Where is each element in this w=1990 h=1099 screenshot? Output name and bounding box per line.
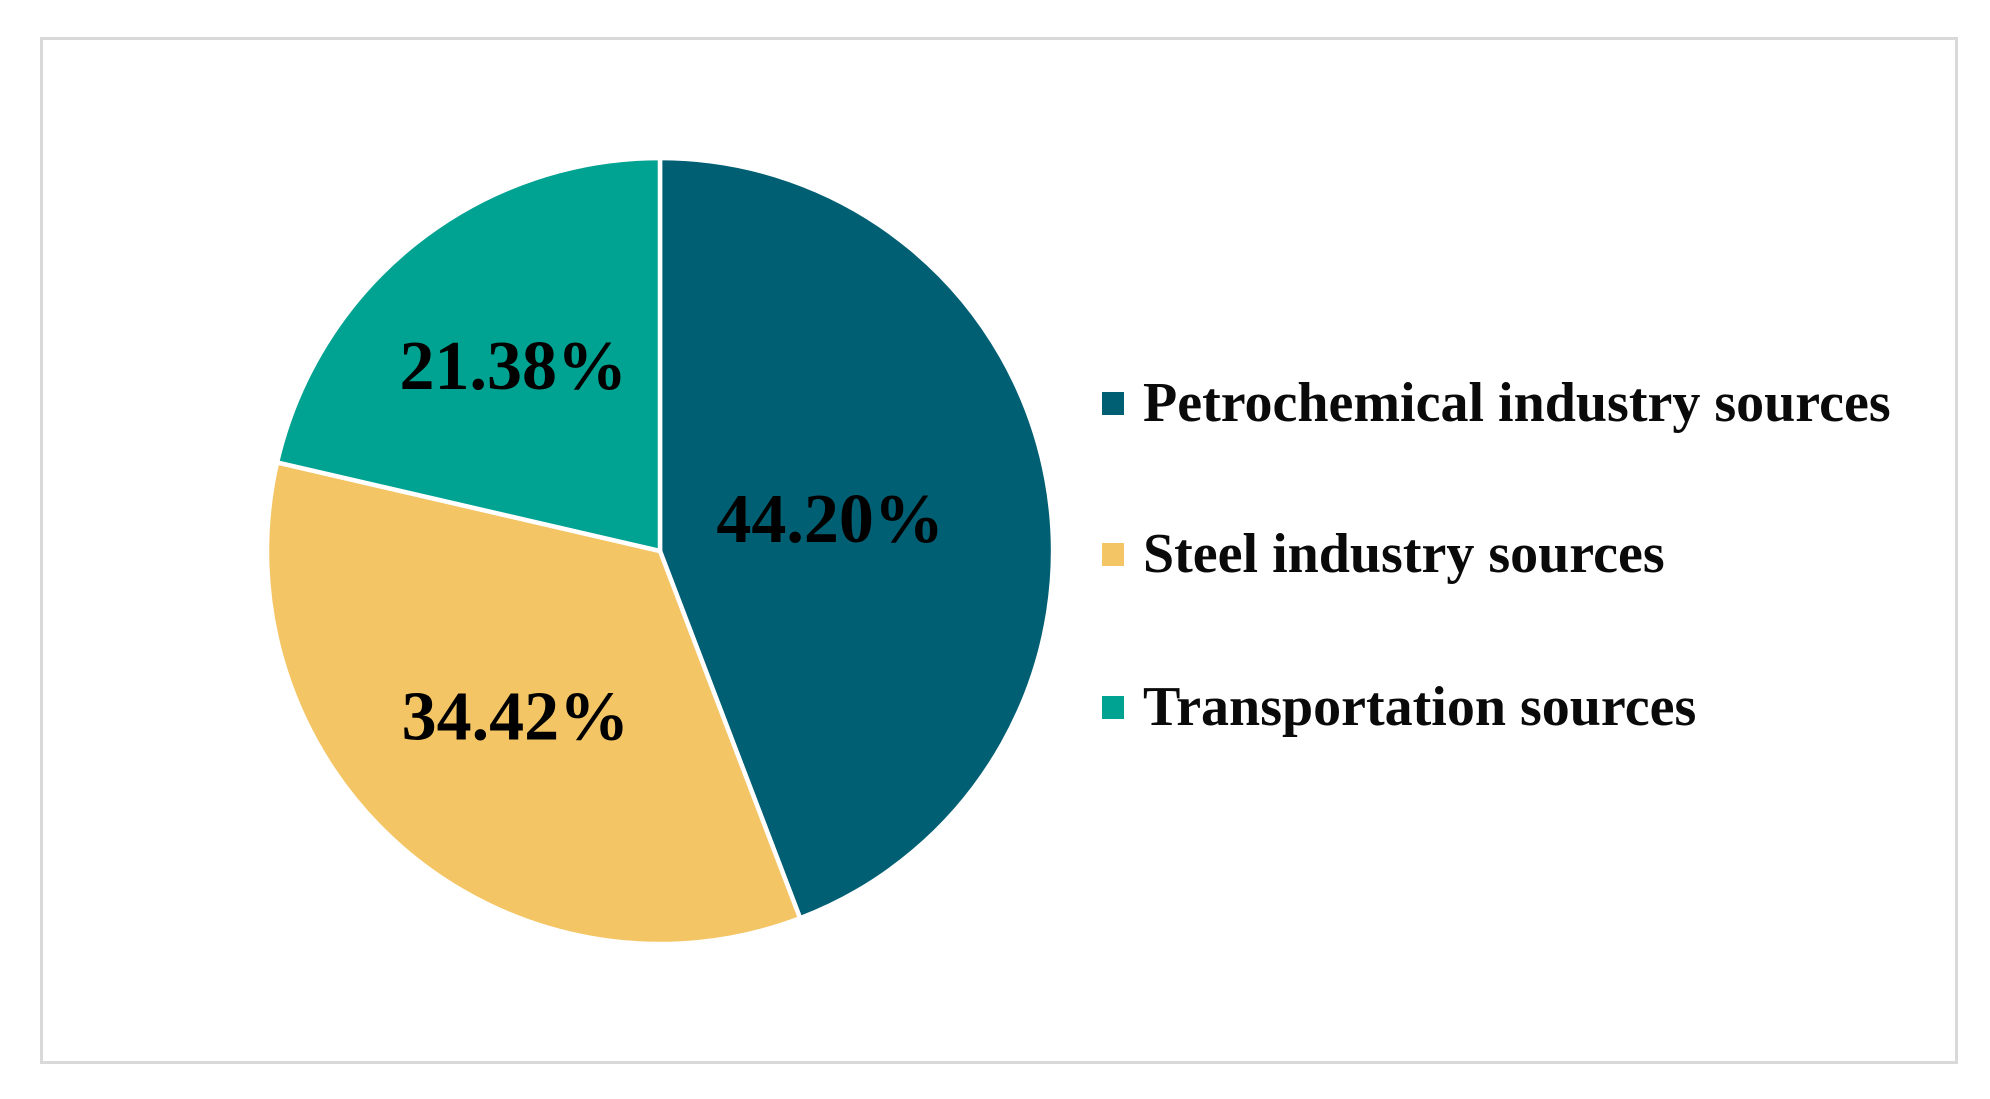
- pie-data-label: 44.20%: [716, 481, 944, 558]
- pie-data-label: 21.38%: [400, 328, 628, 405]
- pie-data-label: 34.42%: [402, 678, 630, 755]
- legend-item-petrochemical: Petrochemical industry sources: [1102, 372, 1891, 434]
- legend: Petrochemical industry sources Steel ind…: [1102, 0, 1962, 1099]
- legend-swatch-transportation-icon: [1102, 695, 1124, 719]
- pie-slice: [657, 155, 1056, 921]
- legend-item-transportation: Transportation sources: [1102, 676, 1696, 738]
- legend-label-petrochemical: Petrochemical industry sources: [1143, 372, 1891, 434]
- legend-label-steel: Steel industry sources: [1143, 523, 1665, 585]
- legend-label-transportation: Transportation sources: [1143, 676, 1697, 738]
- pie-slice: [274, 155, 663, 554]
- legend-swatch-steel-icon: [1102, 542, 1124, 566]
- pie-slice: [264, 460, 803, 947]
- legend-swatch-petrochemical-icon: [1102, 391, 1124, 415]
- legend-item-steel: Steel industry sources: [1102, 523, 1665, 585]
